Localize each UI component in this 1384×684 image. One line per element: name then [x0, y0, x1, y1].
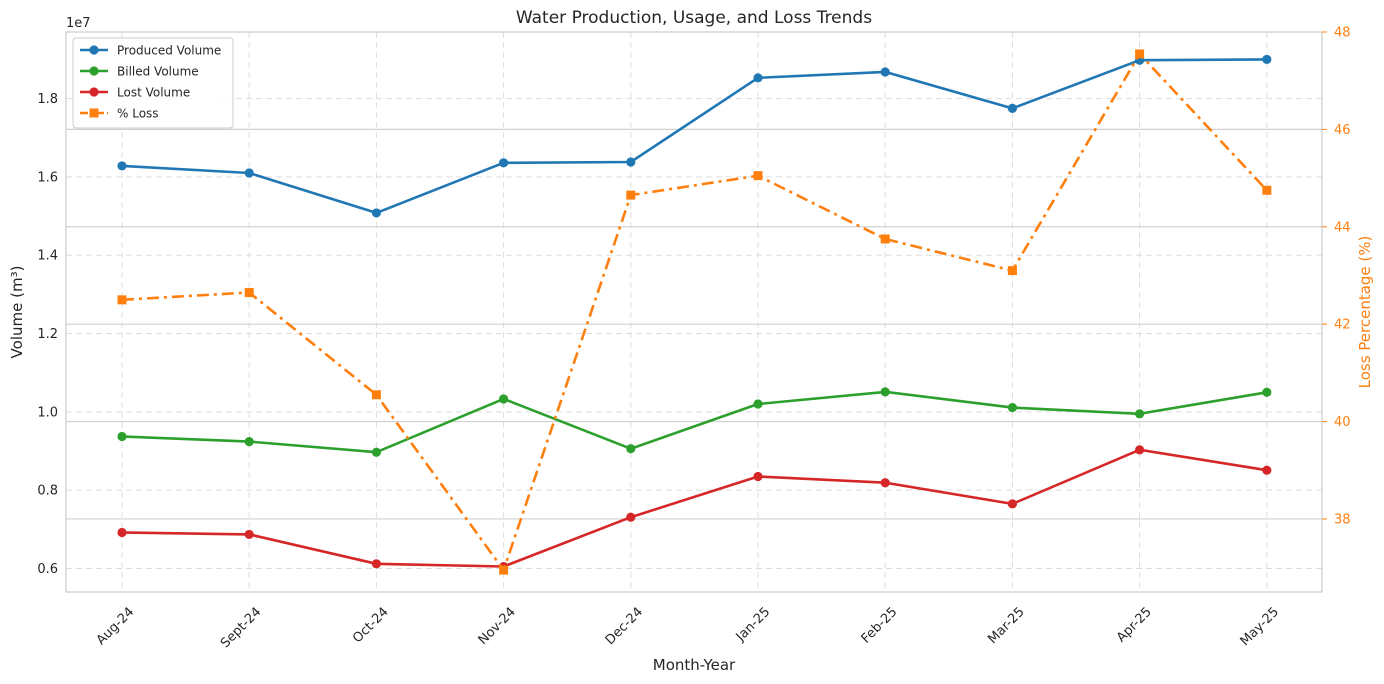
- chart-title: Water Production, Usage, and Loss Trends: [516, 8, 872, 28]
- data-point-lost-volume: [753, 471, 763, 482]
- x-tick-label: May-25: [1238, 605, 1282, 649]
- series-line-loss: [121, 52, 1268, 572]
- data-point-loss: [117, 295, 127, 305]
- data-point-produced-volume: [244, 168, 254, 178]
- legend-marker: [89, 87, 99, 97]
- data-point-produced-volume: [753, 73, 763, 83]
- legend-box: [72, 37, 234, 129]
- data-point-produced-volume: [626, 157, 636, 167]
- series-line-produced-volume: [121, 58, 1267, 215]
- grid: [66, 32, 1322, 592]
- data-point-loss: [1262, 185, 1272, 195]
- data-point-loss: [244, 288, 254, 298]
- data-point-billed-volume: [499, 394, 509, 404]
- legend-label: Lost Volume: [117, 86, 190, 100]
- data-point-produced-volume: [880, 67, 890, 77]
- data-point-billed-volume: [244, 437, 254, 447]
- data-point-loss: [499, 565, 509, 575]
- data-point-loss: [371, 390, 381, 400]
- data-point-loss: [880, 234, 890, 244]
- data-point-billed-volume: [880, 387, 890, 397]
- data-point-produced-volume: [371, 208, 381, 218]
- data-point-billed-volume: [626, 444, 636, 454]
- data-point-billed-volume: [1262, 387, 1272, 397]
- y2-tick-label: 38: [1334, 512, 1351, 527]
- data-point-lost-volume: [117, 527, 127, 538]
- data-point-billed-volume: [371, 447, 381, 457]
- legend-label: Produced Volume: [117, 44, 221, 58]
- y2-tick-label: 46: [1334, 123, 1351, 138]
- data-point-lost-volume: [1007, 499, 1018, 509]
- x-tick-label: Nov-24: [476, 605, 519, 648]
- right-axis-gridlines: [66, 128, 1322, 520]
- legend: Produced Volume Billed Volume Lost Volume%…: [72, 37, 234, 129]
- data-point-lost-volume: [1262, 465, 1272, 475]
- y-tick-label: 1.0: [37, 405, 58, 420]
- data-point-loss: [753, 171, 763, 181]
- x-tick-label: Jan-25: [733, 605, 774, 646]
- y-axis-offset-label: 1e7: [66, 16, 91, 31]
- data-point-loss: [1135, 49, 1145, 59]
- y2-axis-label: Loss Percentage (%): [1356, 236, 1374, 389]
- y2-tick-label: 42: [1334, 318, 1351, 333]
- legend-label: Billed Volume: [117, 65, 199, 79]
- y2-tick-label: 44: [1334, 220, 1351, 235]
- legend-marker: [89, 45, 99, 55]
- data-point-produced-volume: [1262, 54, 1272, 65]
- x-tick-label: Aug-24: [94, 605, 138, 649]
- x-axis-label: Month-Year: [653, 656, 736, 674]
- legend-marker: [89, 66, 99, 76]
- y2-tick-label: 40: [1334, 415, 1351, 430]
- x-tick-label: Dec-24: [603, 605, 646, 648]
- data-point-billed-volume: [1007, 402, 1018, 413]
- y-tick-label: 1.8: [37, 92, 58, 107]
- y-tick-label: 0.6: [37, 562, 58, 577]
- legend-label: % Loss: [117, 107, 159, 121]
- x-tick-label: Feb-25: [859, 605, 901, 647]
- data-point-lost-volume: [626, 512, 636, 522]
- data-point-produced-volume: [117, 161, 127, 171]
- data-point-loss: [1007, 266, 1017, 276]
- data-point-lost-volume: [880, 478, 890, 488]
- data-point-lost-volume: [1135, 445, 1145, 455]
- x-tick-label: Oct-24: [350, 605, 392, 647]
- y-tick-label: 1.4: [37, 249, 58, 264]
- data-point-produced-volume: [499, 158, 509, 168]
- x-tick-label: Apr-25: [1114, 605, 1155, 646]
- y-tick-label: 1.6: [37, 170, 58, 185]
- data-point-lost-volume: [371, 559, 381, 569]
- series-line-billed-volume: [121, 390, 1268, 454]
- y-axis-label: Volume (m³): [8, 266, 26, 359]
- data-point-lost-volume: [244, 529, 254, 540]
- series-line-lost-volume: [121, 448, 1268, 568]
- series-layer: [117, 49, 1272, 575]
- x-tick-label: Mar-25: [985, 605, 1027, 647]
- y2-tick-label: 48: [1334, 26, 1351, 41]
- data-point-billed-volume: [1135, 409, 1145, 419]
- y-tick-label: 1.2: [37, 327, 58, 342]
- data-point-loss: [626, 190, 636, 200]
- plot-frame: [65, 31, 1323, 593]
- y-tick-label: 0.8: [37, 484, 58, 499]
- data-point-produced-volume: [1007, 103, 1018, 113]
- data-point-billed-volume: [753, 399, 763, 409]
- x-tick-label: Sept-24: [218, 605, 265, 652]
- legend-marker: [89, 108, 99, 118]
- data-point-billed-volume: [117, 431, 127, 442]
